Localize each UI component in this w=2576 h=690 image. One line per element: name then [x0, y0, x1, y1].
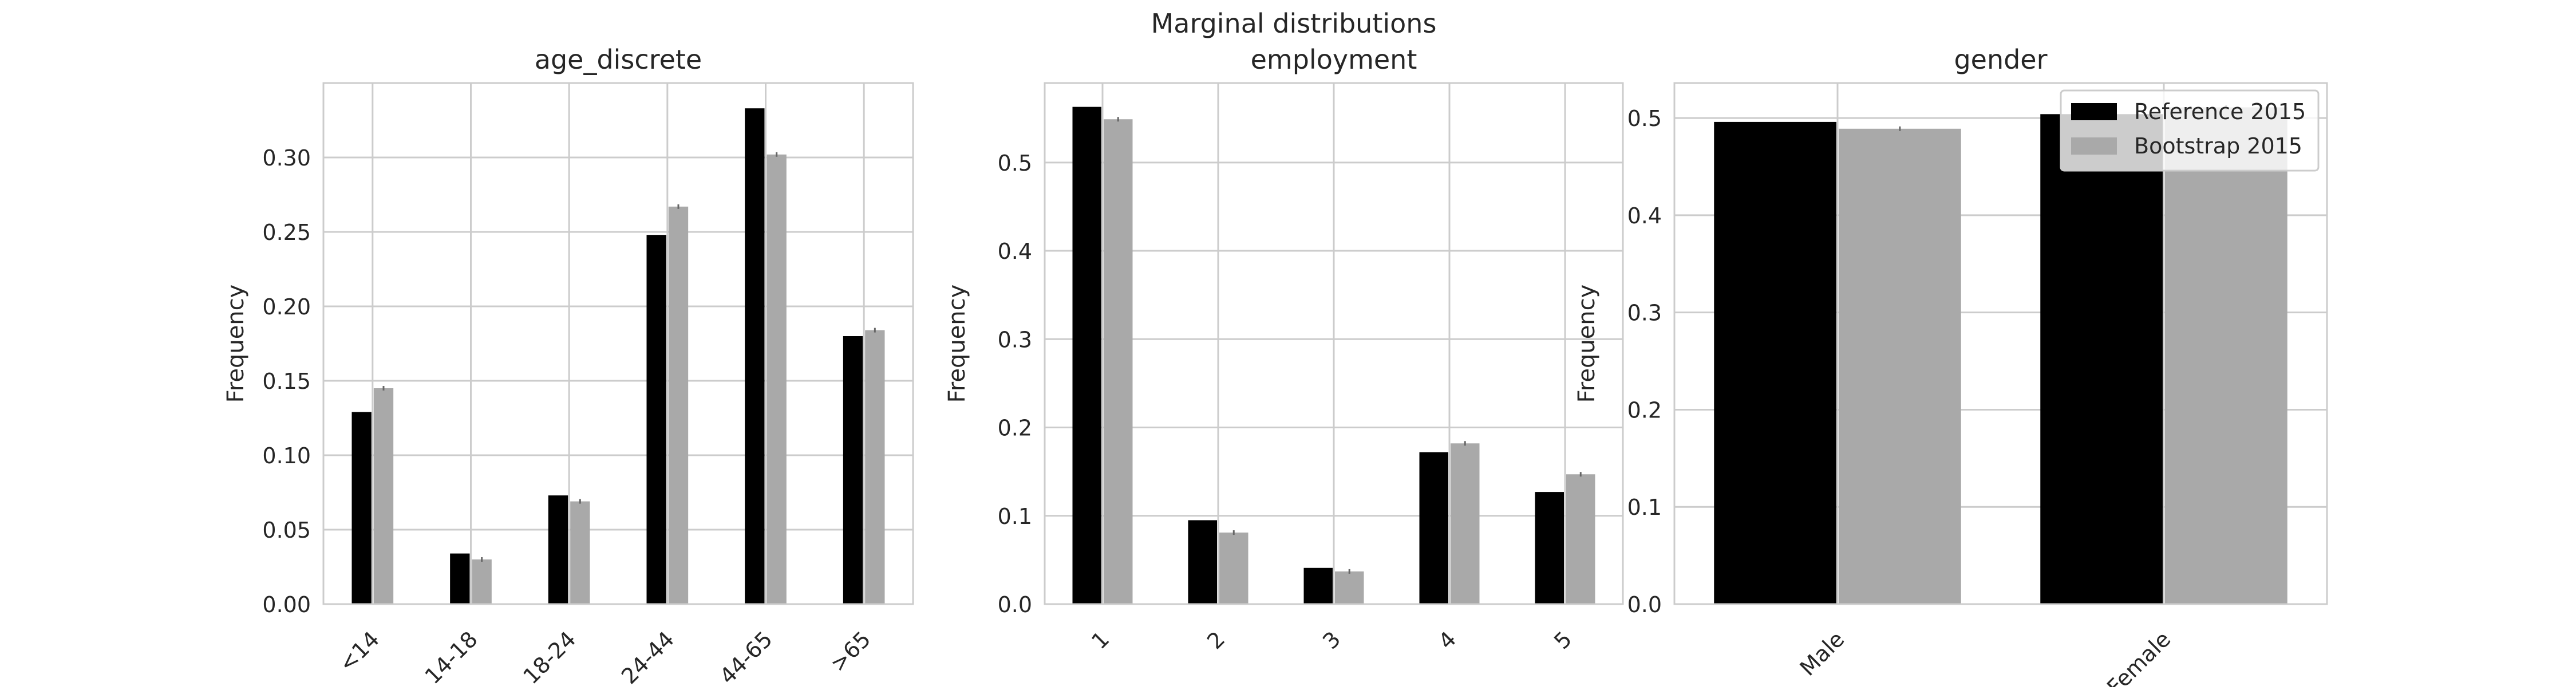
- panel-gender: 0.0 0.1 0.2 0.3 0.4 0.5 Male Female Frequency gen…: [1574, 44, 2328, 690]
- legend-swatch-reference: [2071, 103, 2117, 120]
- y-tick-label: 0.3: [1627, 301, 1662, 326]
- y-tick-label: 0.0: [998, 592, 1032, 617]
- plot-frame: [322, 82, 914, 605]
- panel-title: gender: [1954, 44, 2047, 75]
- x-tick-label: 18-24: [518, 626, 580, 687]
- y-tick-label: 0.05: [262, 518, 311, 543]
- bar-reference-2: [548, 495, 568, 604]
- panel-age-discrete: 0.00 0.05 0.10 0.15 0.20 0.25 0.30 <14 14-18 18-2…: [223, 44, 914, 689]
- y-tick-label: 0.00: [262, 592, 311, 617]
- bar-reference-1: [2040, 114, 2163, 604]
- figure-suptitle: Marginal distributions: [1151, 8, 1437, 39]
- bar-reference-0: [1072, 107, 1101, 605]
- legend-box: [2060, 89, 2320, 172]
- bar-reference-4: [745, 108, 765, 604]
- bar-reference-1: [450, 553, 470, 604]
- x-tick-label: <14: [334, 626, 384, 677]
- x-tick-label: 2: [1202, 626, 1230, 654]
- plot-frame: [1673, 82, 2328, 605]
- bar-bootstrap-1: [2165, 107, 2287, 604]
- bar-reference-2: [1303, 567, 1333, 604]
- bar-bootstrap-2: [1335, 571, 1364, 604]
- x-tick-label: 44-65: [715, 626, 777, 687]
- x-tick-label: 24-44: [617, 626, 679, 687]
- y-tick-label: 0.15: [262, 369, 311, 394]
- y-tick-label: 0.30: [262, 145, 311, 171]
- bar-reference-4: [1535, 492, 1564, 604]
- y-tick-label: 0.20: [262, 294, 311, 320]
- legend-label: Bootstrap 2015: [2134, 133, 2302, 159]
- y-axis-label: Frequency: [223, 285, 249, 403]
- bar-bootstrap-0: [373, 388, 394, 604]
- bar-bootstrap-3: [668, 206, 689, 604]
- y-tick-label: 0.10: [262, 443, 311, 468]
- bar-reference-5: [843, 336, 863, 604]
- x-tick-label: Female: [2102, 626, 2175, 687]
- panel-employment: 0.0 0.1 0.2 0.3 0.4 0.5 1 2 3 4 5 Frequency employme…: [944, 44, 1624, 654]
- y-tick-label: 0.3: [998, 327, 1032, 352]
- x-tick-label: 14-18: [420, 626, 483, 687]
- y-tick-label: 0.25: [262, 220, 311, 245]
- y-tick-label: 0.1: [1627, 495, 1662, 520]
- x-tick-label: Male: [1795, 626, 1850, 681]
- y-tick-label: 0.2: [998, 416, 1032, 441]
- bar-bootstrap-0: [1104, 119, 1133, 604]
- bar-reference-3: [1419, 452, 1448, 604]
- bar-reference-0: [351, 412, 372, 604]
- panel-title: age_discrete: [535, 44, 702, 75]
- bar-reference-1: [1188, 520, 1217, 604]
- legend-label: Reference 2015: [2134, 99, 2306, 124]
- y-tick-label: 0.5: [1627, 106, 1662, 131]
- x-tick-label: 4: [1433, 626, 1461, 654]
- bar-bootstrap-1: [1219, 533, 1249, 604]
- bar-bootstrap-0: [1839, 128, 1961, 604]
- y-tick-label: 0.4: [998, 239, 1032, 264]
- bar-bootstrap-4: [1566, 474, 1595, 604]
- bar-bootstrap-1: [472, 559, 492, 604]
- y-axis-label: Frequency: [1574, 285, 1600, 403]
- bar-bootstrap-2: [570, 501, 590, 604]
- x-tick-label: 5: [1549, 626, 1577, 654]
- bar-bootstrap-4: [767, 154, 787, 604]
- legend: Reference 2015 Bootstrap 2015: [2060, 89, 2320, 172]
- plot-frame: [1044, 82, 1624, 605]
- x-tick-label: 3: [1318, 626, 1345, 654]
- bar-bootstrap-3: [1451, 443, 1480, 604]
- y-tick-label: 0.1: [998, 504, 1032, 529]
- y-axis-label: Frequency: [944, 285, 970, 403]
- bar-bootstrap-5: [865, 330, 885, 604]
- y-tick-label: 0.5: [998, 151, 1032, 176]
- bar-reference-3: [646, 235, 666, 604]
- legend-swatch-bootstrap: [2071, 137, 2117, 155]
- y-tick-label: 0.2: [1627, 397, 1662, 423]
- y-tick-label: 0.0: [1627, 592, 1662, 617]
- x-tick-label: >65: [825, 626, 876, 677]
- y-tick-label: 0.4: [1627, 203, 1662, 228]
- bar-reference-0: [1714, 121, 1836, 604]
- x-tick-label: 1: [1086, 626, 1114, 654]
- panel-title: employment: [1251, 44, 1417, 75]
